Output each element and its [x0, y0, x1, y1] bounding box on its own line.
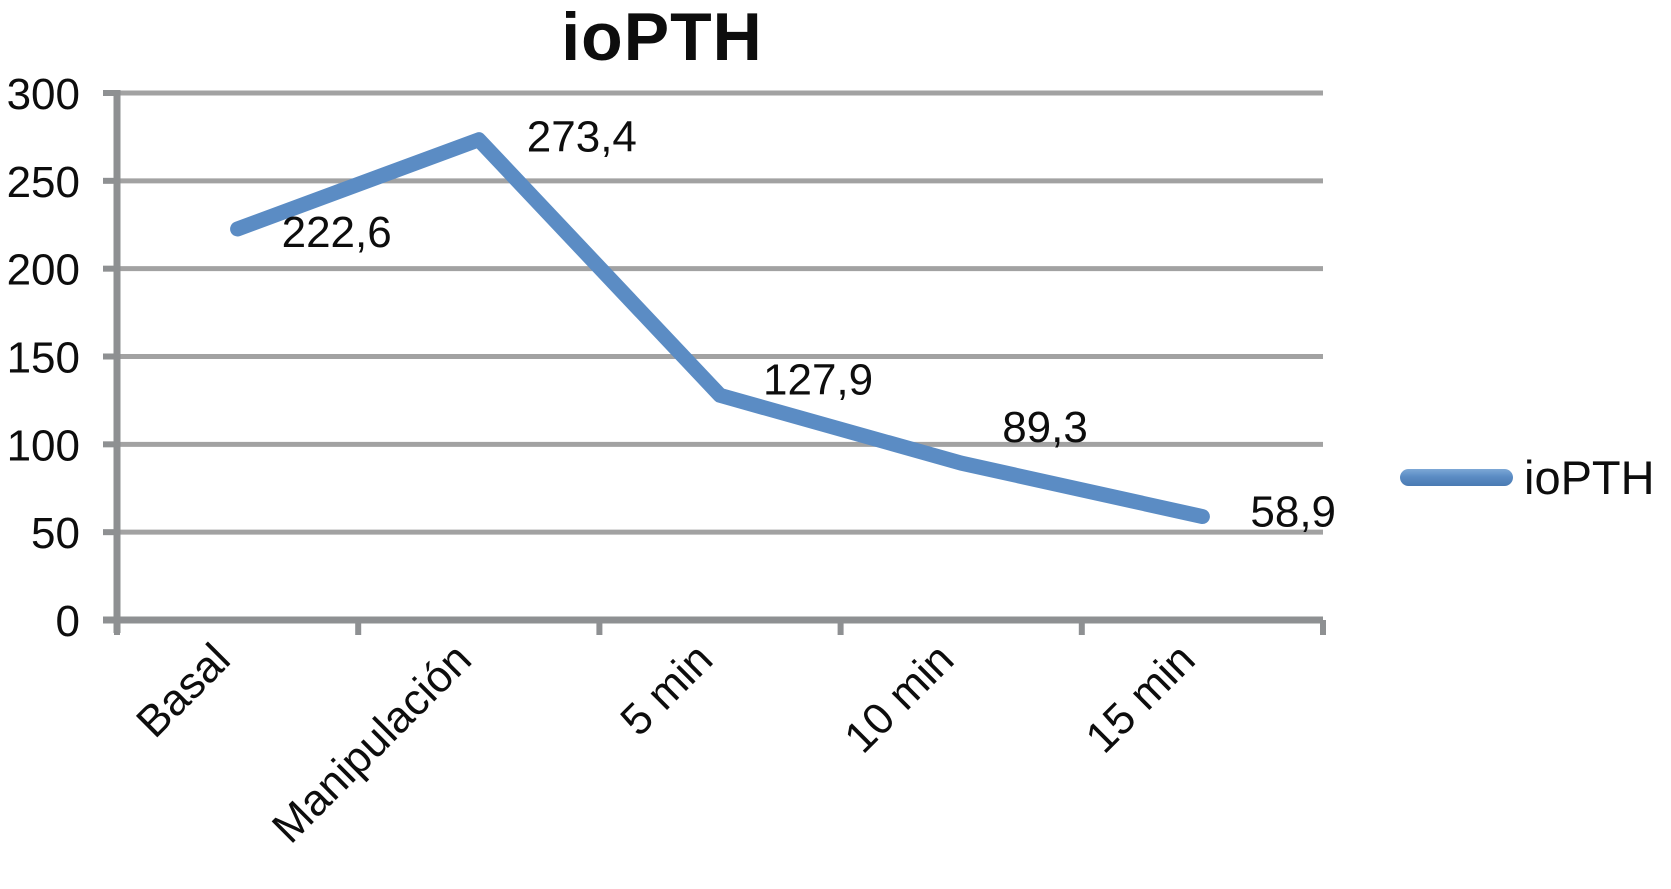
- x-category-label: Basal: [127, 634, 239, 746]
- data-label: 273,4: [527, 113, 637, 162]
- data-label: 222,6: [282, 208, 392, 257]
- y-tick-label: 0: [56, 597, 80, 646]
- series-line: [230, 132, 1210, 525]
- legend: ioPTH: [1400, 450, 1655, 504]
- y-tick-label: 300: [7, 70, 80, 119]
- data-label: 89,3: [1002, 403, 1088, 452]
- y-tick-label: 200: [7, 246, 80, 295]
- y-tick-label: 250: [7, 158, 80, 207]
- chart-title: ioPTH: [561, 0, 763, 75]
- data-label: 127,9: [763, 355, 873, 404]
- legend-line-swatch: [1400, 468, 1513, 486]
- y-tick-label: 100: [7, 421, 80, 470]
- x-category-label: 5 min: [611, 634, 722, 745]
- x-category-label: 10 min: [835, 634, 963, 762]
- data-label: 58,9: [1250, 488, 1336, 537]
- x-category-label: 15 min: [1076, 634, 1204, 762]
- x-category-label: Manipulación: [263, 634, 481, 852]
- y-tick-label: 150: [7, 334, 80, 383]
- y-tick-label: 50: [31, 509, 80, 558]
- legend-label: ioPTH: [1524, 450, 1655, 504]
